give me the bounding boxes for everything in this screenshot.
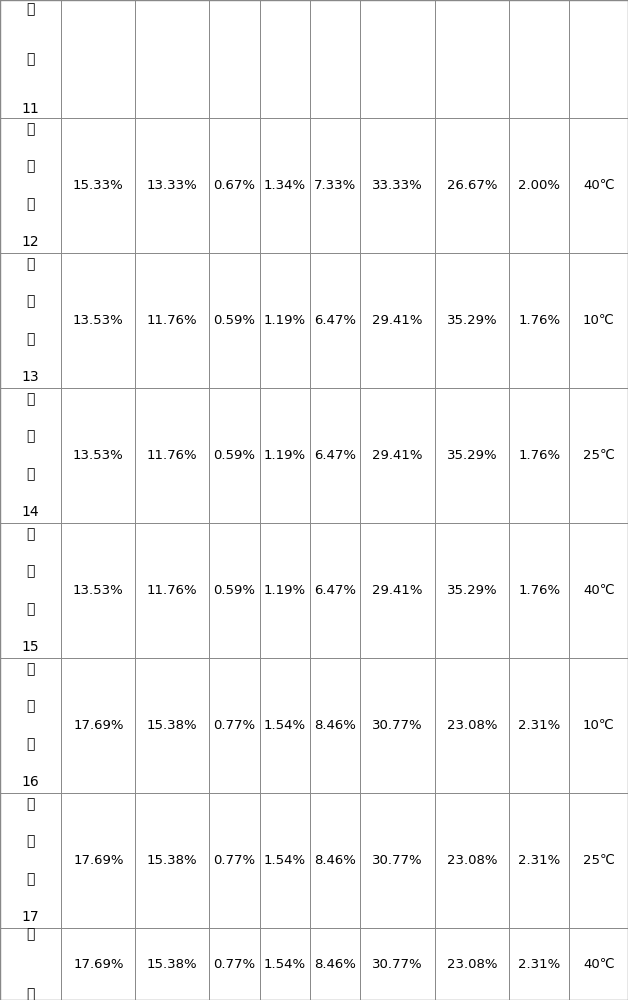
Text: 6.47%: 6.47%: [314, 449, 356, 462]
Text: 2.00%: 2.00%: [518, 179, 560, 192]
Text: 1.76%: 1.76%: [518, 314, 560, 327]
Text: 施: 施: [26, 430, 35, 444]
Text: 10℃: 10℃: [583, 719, 615, 732]
Text: 29.41%: 29.41%: [372, 449, 423, 462]
Text: 实: 实: [26, 662, 35, 676]
Text: 11: 11: [22, 102, 40, 116]
Text: 1.76%: 1.76%: [518, 584, 560, 597]
Text: 40℃: 40℃: [583, 958, 615, 970]
Text: 例: 例: [26, 197, 35, 211]
Text: 例: 例: [26, 332, 35, 346]
Text: 0.59%: 0.59%: [214, 314, 256, 327]
Text: 15.38%: 15.38%: [147, 854, 198, 867]
Text: 7.33%: 7.33%: [314, 179, 356, 192]
Text: 例: 例: [26, 872, 35, 886]
Text: 40℃: 40℃: [583, 179, 615, 192]
Text: 0.77%: 0.77%: [214, 958, 256, 970]
Text: 35.29%: 35.29%: [447, 584, 497, 597]
Text: 0.77%: 0.77%: [214, 719, 256, 732]
Text: 施: 施: [26, 700, 35, 714]
Text: 30.77%: 30.77%: [372, 958, 423, 970]
Text: 12: 12: [22, 235, 40, 249]
Text: 13.53%: 13.53%: [73, 449, 124, 462]
Text: 例: 例: [26, 737, 35, 751]
Text: 实: 实: [26, 527, 35, 541]
Text: 0.67%: 0.67%: [214, 179, 256, 192]
Text: 2.31%: 2.31%: [518, 854, 561, 867]
Text: 1.34%: 1.34%: [264, 179, 306, 192]
Text: 1.54%: 1.54%: [264, 854, 306, 867]
Text: 2.31%: 2.31%: [518, 719, 561, 732]
Text: 17.69%: 17.69%: [73, 719, 124, 732]
Text: 6.47%: 6.47%: [314, 584, 356, 597]
Text: 例: 例: [26, 467, 35, 481]
Text: 1.19%: 1.19%: [264, 314, 306, 327]
Text: 23.08%: 23.08%: [447, 854, 497, 867]
Text: 13: 13: [22, 370, 40, 384]
Text: 实: 实: [26, 392, 35, 406]
Text: 14: 14: [22, 505, 40, 519]
Text: 0.77%: 0.77%: [214, 854, 256, 867]
Text: 29.41%: 29.41%: [372, 314, 423, 327]
Text: 23.08%: 23.08%: [447, 958, 497, 970]
Text: 0.59%: 0.59%: [214, 584, 256, 597]
Text: 1.19%: 1.19%: [264, 584, 306, 597]
Text: 实: 实: [26, 257, 35, 271]
Text: 13.53%: 13.53%: [73, 314, 124, 327]
Text: 施: 施: [26, 160, 35, 174]
Text: 40℃: 40℃: [583, 584, 615, 597]
Text: 施: 施: [26, 295, 35, 309]
Text: 1.19%: 1.19%: [264, 449, 306, 462]
Text: 11.76%: 11.76%: [147, 449, 198, 462]
Text: 例: 例: [26, 602, 35, 616]
Text: 30.77%: 30.77%: [372, 719, 423, 732]
Text: 17.69%: 17.69%: [73, 854, 124, 867]
Text: 2.31%: 2.31%: [518, 958, 561, 970]
Text: 17.69%: 17.69%: [73, 958, 124, 970]
Text: 16: 16: [22, 775, 40, 789]
Text: 6.47%: 6.47%: [314, 314, 356, 327]
Text: 8.46%: 8.46%: [314, 719, 356, 732]
Text: 13.33%: 13.33%: [147, 179, 198, 192]
Text: 施: 施: [26, 565, 35, 579]
Text: 例: 例: [26, 52, 35, 66]
Text: 33.33%: 33.33%: [372, 179, 423, 192]
Text: 15.38%: 15.38%: [147, 719, 198, 732]
Text: 11.76%: 11.76%: [147, 314, 198, 327]
Text: 15: 15: [22, 640, 40, 654]
Text: 1.54%: 1.54%: [264, 958, 306, 970]
Text: 29.41%: 29.41%: [372, 584, 423, 597]
Text: 35.29%: 35.29%: [447, 314, 497, 327]
Text: 8.46%: 8.46%: [314, 958, 356, 970]
Text: 25℃: 25℃: [583, 449, 615, 462]
Text: 11.76%: 11.76%: [147, 584, 198, 597]
Text: 10℃: 10℃: [583, 314, 615, 327]
Text: 8.46%: 8.46%: [314, 854, 356, 867]
Text: 0.59%: 0.59%: [214, 449, 256, 462]
Text: 15.38%: 15.38%: [147, 958, 198, 970]
Text: 施: 施: [26, 835, 35, 849]
Text: 17: 17: [22, 910, 40, 924]
Text: 实: 实: [26, 122, 35, 136]
Text: 35.29%: 35.29%: [447, 449, 497, 462]
Text: 30.77%: 30.77%: [372, 854, 423, 867]
Text: 实: 实: [26, 927, 35, 941]
Text: 15.33%: 15.33%: [73, 179, 124, 192]
Text: 1.76%: 1.76%: [518, 449, 560, 462]
Text: 施: 施: [26, 987, 35, 1000]
Text: 实: 实: [26, 797, 35, 811]
Text: 13.53%: 13.53%: [73, 584, 124, 597]
Text: 1.54%: 1.54%: [264, 719, 306, 732]
Text: 23.08%: 23.08%: [447, 719, 497, 732]
Text: 施: 施: [26, 2, 35, 16]
Text: 26.67%: 26.67%: [447, 179, 497, 192]
Text: 25℃: 25℃: [583, 854, 615, 867]
